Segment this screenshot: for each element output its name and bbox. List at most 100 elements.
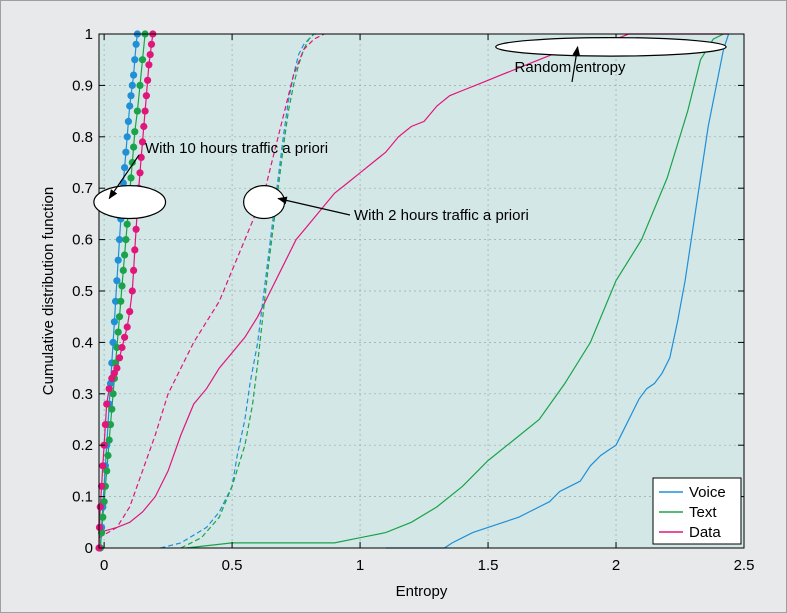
data-markers-point <box>140 122 148 131</box>
legend-box <box>652 477 742 545</box>
text-markers-point <box>119 266 127 274</box>
text-markers-point <box>123 220 131 228</box>
voice-markers-point <box>115 236 124 244</box>
data-markers-point <box>118 343 126 352</box>
text-markers-point <box>104 451 112 460</box>
legend-label-data: Data <box>689 524 721 541</box>
data-markers-point <box>98 482 106 490</box>
y-tick-label: 1 <box>85 26 93 43</box>
data-markers-point <box>138 138 147 146</box>
voice-markers-point <box>123 133 131 141</box>
text-dashed-line <box>180 33 315 549</box>
highlight-ellipse-2 <box>243 185 286 220</box>
annotation-layer: With 10 hours traffic a priori With 2 hou… <box>93 36 727 224</box>
data-markers-point <box>142 92 150 100</box>
data-markers-point <box>146 51 154 59</box>
text-markers-point <box>128 158 136 167</box>
voice-markers-point <box>130 71 138 79</box>
text-markers-point <box>136 81 144 89</box>
text-markers-point <box>133 107 141 115</box>
voice-dashed-line <box>160 33 320 549</box>
voice-markers-point <box>114 256 122 264</box>
text-markers-point <box>99 513 107 521</box>
x-axis-label: Entropy <box>396 583 448 600</box>
text-markers-point <box>117 297 125 305</box>
data-markers-point <box>113 364 121 372</box>
y-tick-label: 0.5 <box>72 283 93 300</box>
voice-markers-point <box>127 92 135 100</box>
y-tick-label: 0.7 <box>72 180 93 197</box>
data-markers-point <box>131 246 139 254</box>
data-markers-point <box>128 287 136 295</box>
text-markers-point <box>118 282 126 290</box>
voice-markers-point <box>126 102 134 110</box>
x-tick-label: 0 <box>100 557 108 574</box>
voice-markers-point <box>113 277 121 285</box>
text-markers-point <box>131 128 139 136</box>
voice-markers-point <box>128 81 136 89</box>
annotation-label-3: Random entropy <box>515 59 626 76</box>
y-axis-label: Cumulative distribution function <box>40 187 57 395</box>
highlight-ellipse-3 <box>495 36 727 57</box>
text-markers-point <box>114 328 122 336</box>
text-markers-point <box>121 251 129 259</box>
annotation-label-1: With 10 hours traffic a priori <box>145 140 328 157</box>
voice-markers-point <box>132 40 140 48</box>
data-markers-point <box>132 225 140 233</box>
text-markers-point <box>115 313 124 321</box>
y-tick-label: 0.3 <box>72 386 93 403</box>
x-tick-label: 1.5 <box>478 557 499 574</box>
data-markers-point <box>137 153 145 161</box>
axis-ticks: 0 0.5 1 1.5 2 2.5 0 0.1 0.2 0.3 0.4 0.5 0.6 0.7 0.8 0.9… <box>72 26 754 574</box>
data-markers-point <box>141 107 149 115</box>
text-markers-point <box>130 143 138 151</box>
y-tick-label: 0.4 <box>72 334 93 351</box>
y-tick-label: 0.9 <box>72 77 93 94</box>
text-markers-point <box>105 436 113 444</box>
data-solid-line <box>98 33 729 534</box>
data-markers-point <box>145 61 153 69</box>
data-markers-point <box>147 40 156 48</box>
voice-markers-point <box>112 297 120 305</box>
x-tick-label: 0.5 <box>222 557 243 574</box>
y-tick-label: 0.2 <box>72 437 93 454</box>
text-markers-point <box>113 343 121 352</box>
annotation-label-2: With 2 hours traffic a priori <box>354 207 529 224</box>
data-markers-point <box>96 503 104 511</box>
data-markers-point <box>121 333 129 341</box>
y-tick-label: 0 <box>85 540 93 557</box>
annotation-arrow-1 <box>108 154 140 200</box>
y-tick-label: 0.1 <box>72 489 93 506</box>
text-solid-line <box>185 33 724 549</box>
highlight-ellipse-1 <box>93 185 167 220</box>
data-markers-point <box>126 308 134 316</box>
x-tick-label: 1 <box>356 557 364 574</box>
legend: Voice Text Data <box>652 477 742 545</box>
data-markers-point <box>101 421 109 429</box>
data-markers-line <box>98 33 154 549</box>
data-markers-point <box>103 400 111 408</box>
plot-area <box>99 34 744 548</box>
voice-markers-point <box>122 148 130 156</box>
annotation-arrow-3 <box>571 45 581 83</box>
data-markers-point <box>115 354 124 362</box>
voice-markers-point <box>110 318 118 326</box>
text-markers-point <box>127 174 135 182</box>
legend-label-text: Text <box>689 504 717 521</box>
data-markers-point <box>136 169 144 177</box>
text-markers-point <box>108 405 116 413</box>
text-markers-point <box>109 390 117 398</box>
y-tick-label: 0.6 <box>72 232 93 249</box>
legend-label-voice: Voice <box>689 484 726 501</box>
data-dashed-line <box>98 33 325 539</box>
y-tick-label: 0.8 <box>72 129 93 146</box>
annotation-arrow-2 <box>277 196 351 216</box>
data-markers-point <box>123 323 131 331</box>
data-markers-point <box>144 76 152 84</box>
voice-markers-point <box>124 117 132 125</box>
text-markers-point <box>138 56 147 64</box>
x-tick-label: 2 <box>612 557 620 574</box>
voice-solid-line <box>385 33 730 549</box>
text-markers-point <box>106 421 115 429</box>
